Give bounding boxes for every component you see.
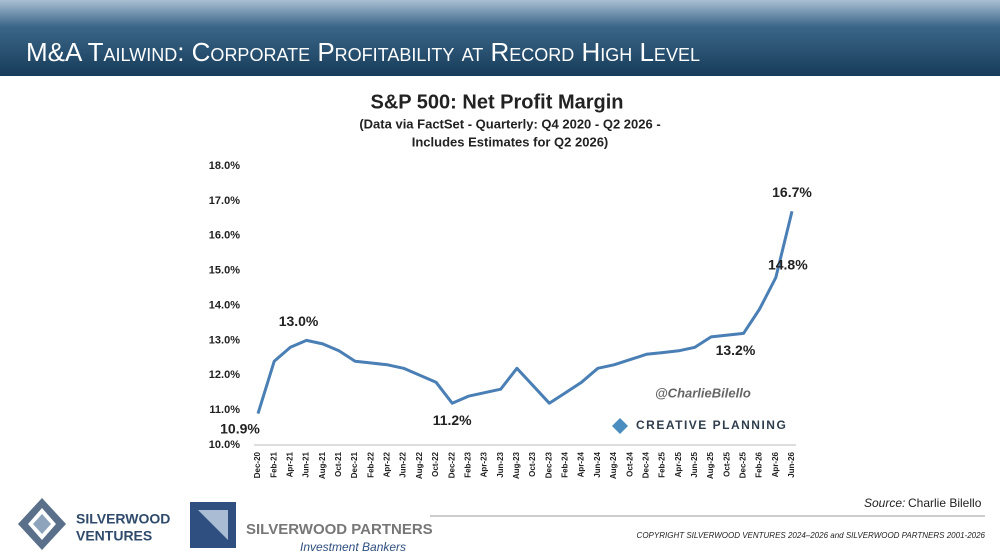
x-tick-label: Oct-21: [334, 451, 343, 476]
x-tick-label: Aug-25: [706, 451, 715, 479]
y-tick-label: 10.0%: [209, 439, 240, 451]
x-tick-label: Oct-22: [431, 451, 440, 476]
brand-icon: [612, 418, 628, 434]
x-tick-label: Apr-25: [674, 451, 683, 477]
x-tick-label: Jun-23: [496, 451, 505, 477]
chart-title: S&P 500: Net Profit Margin: [370, 91, 623, 113]
data-label: 10.9%: [220, 420, 260, 436]
data-label: 13.2%: [716, 342, 756, 358]
logo-text: SILVERWOOD: [76, 511, 170, 527]
x-tick-label: Oct-24: [625, 451, 634, 476]
copyright: COPYRIGHT SILVERWOOD VENTURES 2024–2026 …: [637, 531, 986, 540]
x-tick-label: Oct-25: [722, 451, 731, 476]
x-tick-label: Feb-23: [463, 451, 472, 477]
x-tick-label: Jun-22: [399, 451, 408, 477]
x-tick-label: Jun-25: [690, 451, 699, 477]
y-tick-label: 13.0%: [209, 334, 240, 346]
x-tick-label: Aug-22: [415, 451, 424, 479]
y-tick-label: 15.0%: [209, 265, 240, 277]
chart-subtitle: (Data via FactSet - Quarterly: Q4 2020 -…: [359, 116, 660, 131]
logo-mark: [33, 514, 51, 534]
logo-text: VENTURES: [76, 528, 152, 544]
data-label: 11.2%: [433, 412, 472, 428]
x-tick-label: Aug-21: [318, 451, 327, 479]
x-tick-label: Feb-26: [755, 451, 764, 477]
x-tick-label: Dec-24: [641, 451, 650, 478]
x-tick-label: Feb-22: [366, 451, 375, 477]
x-tick-label: Aug-24: [609, 451, 618, 479]
y-tick-label: 12.0%: [209, 369, 240, 381]
x-tick-label: Jun-21: [302, 451, 311, 477]
x-tick-label: Feb-25: [658, 451, 667, 477]
y-tick-label: 17.0%: [209, 195, 240, 207]
x-tick-label: Apr-21: [285, 451, 294, 477]
x-tick-label: Oct-23: [528, 451, 537, 476]
source-label: Source:: [864, 496, 905, 510]
logo-mark: [198, 510, 228, 540]
x-tick-label: Dec-23: [544, 451, 553, 478]
x-tick-label: Apr-24: [577, 451, 586, 477]
slide-title: M&A Tailwind: Corporate Profitability at…: [26, 37, 700, 67]
header-bar: [0, 0, 1000, 76]
source: Charlie Bilello: [908, 496, 982, 510]
x-tick-label: Dec-25: [739, 451, 748, 478]
chart-subtitle: Includes Estimates for Q2 2026): [412, 134, 609, 149]
brand-name: CREATIVE PLANNING: [636, 418, 787, 432]
x-tick-label: Jun-26: [787, 451, 796, 477]
x-tick-label: Dec-20: [253, 451, 262, 478]
logo-text: Investment Bankers: [300, 540, 406, 554]
line: [256, 210, 794, 415]
x-tick-label: Apr-22: [383, 451, 392, 477]
x-tick-label: Dec-21: [350, 451, 359, 478]
data-label: 16.7%: [772, 184, 812, 200]
watermark: @CharlieBilello: [655, 385, 751, 400]
y-tick-label: 11.0%: [209, 404, 240, 416]
y-tick-label: 18.0%: [209, 160, 240, 172]
y-tick-label: 14.0%: [209, 299, 240, 311]
logo-ventures: SILVERWOOD VENTURES: [18, 498, 170, 550]
logo-text: SILVERWOOD PARTNERS: [246, 521, 433, 538]
x-tick-label: Feb-21: [269, 451, 278, 477]
x-tick-label: Apr-23: [480, 451, 489, 477]
x-tick-label: Aug-23: [512, 451, 521, 479]
x-tick-label: Feb-24: [561, 451, 570, 477]
x-tick-label: Dec-22: [447, 451, 456, 478]
logo-partners: SILVERWOOD PARTNERS Investment Bankers: [190, 502, 433, 554]
data-label: 13.0%: [279, 313, 319, 329]
x-tick-label: Apr-26: [771, 451, 780, 477]
data-label: 14.8%: [768, 256, 808, 272]
y-tick-label: 16.0%: [209, 230, 240, 242]
x-tick-label: Jun-24: [593, 451, 602, 477]
